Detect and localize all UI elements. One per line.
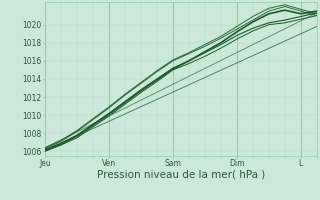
X-axis label: Pression niveau de la mer( hPa ): Pression niveau de la mer( hPa ) — [97, 170, 265, 180]
